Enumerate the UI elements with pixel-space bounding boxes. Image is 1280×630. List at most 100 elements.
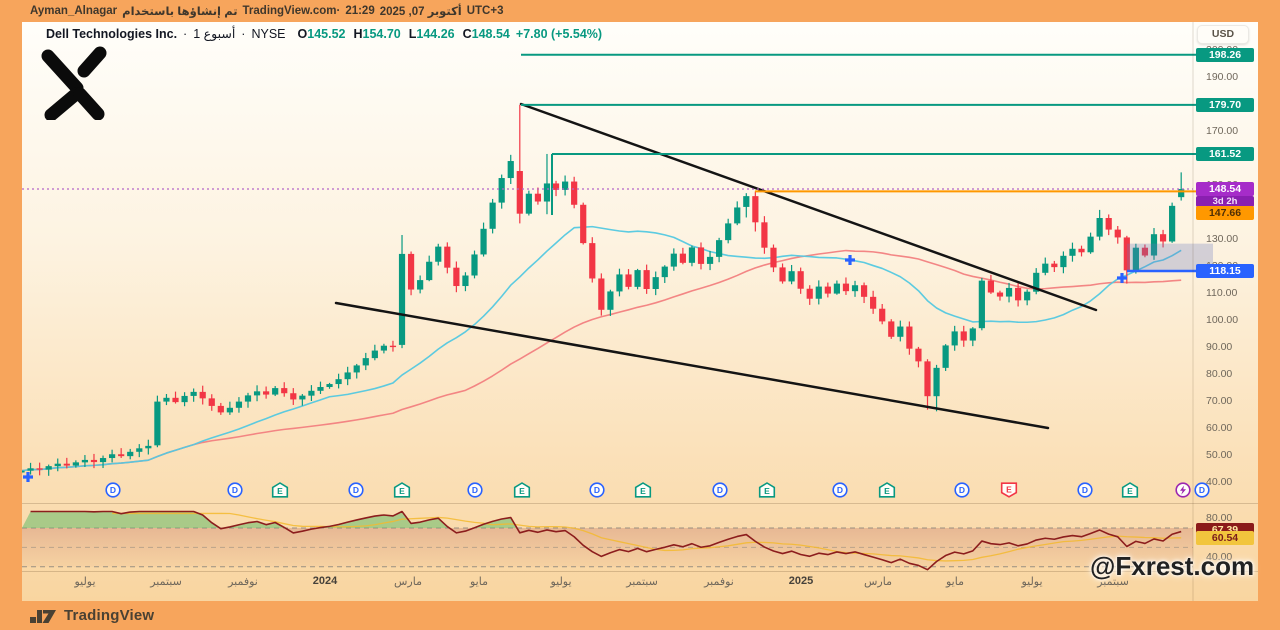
time-label: سبتمبر [1097,576,1129,588]
x-logo-topright-arm [77,46,107,78]
svg-text:D: D [594,485,600,495]
price-tick: 90.00 [1206,341,1233,354]
rsi-tick: 80.00 [1206,512,1233,524]
time-label: 2024 [312,575,338,587]
dividend-marker-icon[interactable]: D [1194,482,1211,498]
tradingview-logo-text: TradingView [64,607,155,624]
flash-event-marker-icon[interactable] [1175,482,1192,498]
earnings-marker-icon[interactable]: E [634,482,652,498]
time-label: 2025 [788,575,814,587]
earnings-marker-icon[interactable]: E [1121,482,1139,498]
earnings-marker-icon[interactable]: E [878,482,896,498]
svg-text:D: D [472,485,478,495]
price-tick: 170.00 [1206,125,1239,138]
time-label: سبتمبر [626,576,658,588]
time-label: نوفمبر [228,576,258,588]
ohlc-h: H154.70 [353,26,401,41]
svg-text:D: D [717,485,723,495]
axis-badge: 198.26 [1196,48,1254,62]
axis-badge: 161.52 [1196,147,1254,161]
separator-dot: · [183,26,188,41]
earnings-marker-icon[interactable]: E [271,482,289,498]
svg-text:E: E [277,486,283,496]
snapshot-timezone: UTC+3 [466,5,504,17]
attribution-bar: Ayman_Alnagar تم إنشاؤها باستخدام Tradin… [0,0,1280,22]
svg-text:D: D [232,485,238,495]
x-logo-topleft-arm [41,49,84,95]
change-value: +7.80 (+5.54%) [515,26,603,41]
dividend-marker-icon[interactable]: D [712,482,729,498]
currency-toggle-button[interactable]: USD [1197,25,1249,44]
tradingview-icon [30,609,56,623]
axis-badge: 118.15 [1196,264,1254,278]
dividend-marker-icon[interactable]: D [227,482,244,498]
tradingview-footer[interactable]: TradingView [0,601,1280,630]
interval-label[interactable]: 1 أسبوع [193,27,236,41]
time-label: مارس [864,576,892,588]
time-label: يوليو [74,576,96,588]
price-tick: 100.00 [1206,314,1239,327]
dividend-marker-icon[interactable]: D [1077,482,1094,498]
svg-text:D: D [1082,485,1088,495]
time-label: يوليو [1021,576,1043,588]
earnings-marker-icon[interactable]: E [758,482,776,498]
price-tick: 70.00 [1206,395,1233,408]
svg-text:E: E [1127,486,1133,496]
ohlc-c: C148.54 [462,26,510,41]
earnings-marker-icon[interactable]: E [393,482,411,498]
time-label: سبتمبر [150,576,182,588]
earnings-miss-marker-icon[interactable]: E [1000,482,1018,498]
price-tick: 110.00 [1206,287,1238,300]
svg-text:D: D [353,485,359,495]
symbol-name[interactable]: Dell Technologies Inc. [46,26,178,41]
dividend-marker-icon[interactable]: D [832,482,849,498]
symbol-info-bar[interactable]: Dell Technologies Inc. · 1 أسبوع · NYSE … [46,26,603,42]
price-tick: 50.00 [1206,449,1233,462]
dividend-marker-icon[interactable]: D [348,482,365,498]
axis-badge: 179.70 [1196,98,1254,112]
watermark: @Fxrest.com [1090,551,1255,581]
snapshot-date: أكتوبر 07, 2025 [379,6,462,18]
svg-text:D: D [110,485,116,495]
svg-text:D: D [837,485,843,495]
axis-badge: 3d 2h [1196,196,1254,207]
price-tick: 40.00 [1206,476,1233,489]
svg-text:D: D [959,485,965,495]
time-label: مايو [470,576,488,588]
svg-text:E: E [640,486,646,496]
price-tick: 60.00 [1206,422,1233,435]
dividend-marker-icon[interactable]: D [589,482,606,498]
chart-background [22,22,1258,601]
earnings-marker-icon[interactable]: E [513,482,531,498]
dividend-marker-icon[interactable]: D [954,482,971,498]
svg-text:E: E [764,486,770,496]
time-label: يوليو [550,576,572,588]
price-tick: 190.00 [1206,71,1239,84]
rsi-tick: 40.00 [1206,551,1233,563]
username: Ayman_Alnagar [30,5,118,17]
dividend-marker-icon[interactable]: D [105,482,122,498]
separator-dot: · [241,26,246,41]
x-logo-bottomright-leg [73,87,105,120]
x-logo-bottomleft-leg [44,87,83,120]
ohlc-o: O145.52 [297,26,346,41]
axis-badge: 147.66 [1196,206,1254,220]
pane-separator[interactable] [22,503,1258,504]
svg-text:E: E [519,486,525,496]
price-tick: 80.00 [1206,368,1233,381]
svg-text:E: E [884,486,890,496]
exchange-label: NYSE [251,26,286,41]
ohlc-values: O145.52 H154.70 L144.26 C148.54 [298,27,510,41]
dividend-marker-icon[interactable]: D [467,482,484,498]
created-with-text: تم إنشاؤها باستخدام [122,6,238,18]
ohlc-l: L144.26 [408,26,455,41]
svg-text:D: D [1199,485,1205,495]
axis-badge: 60.54 [1196,531,1254,545]
price-tick: 130.00 [1206,233,1239,246]
channel-x-logo [41,46,107,120]
svg-text:E: E [399,486,405,496]
time-label: مارس [394,576,422,588]
pane-separator[interactable] [22,571,1258,572]
time-label: نوفمبر [704,576,734,588]
